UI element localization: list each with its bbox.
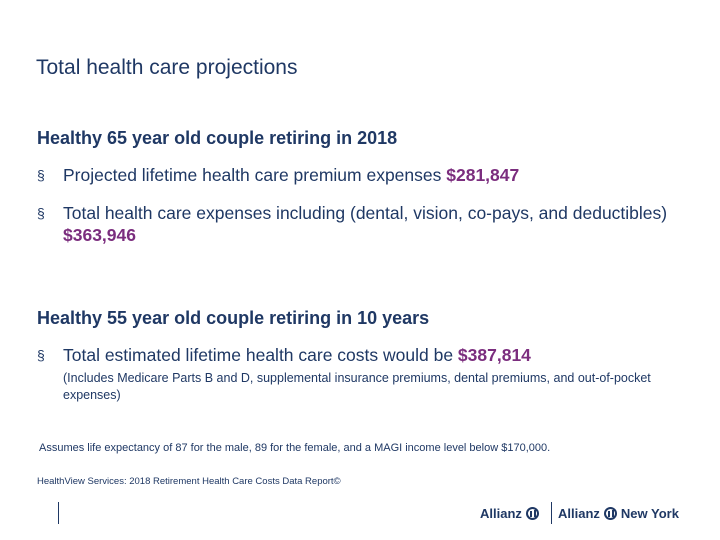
bullet-lifetime-costs: § Total estimated lifetime health care c… <box>37 344 687 366</box>
section-heading-65: Healthy 65 year old couple retiring in 2… <box>37 128 398 148</box>
bullet-total-expenses: § Total health care expenses including (… <box>37 202 687 246</box>
bullet-text: Projected lifetime health care premium e… <box>63 165 520 185</box>
slide-title: Total health care projections <box>36 56 298 79</box>
bullet-text: Total health care expenses including (de… <box>63 203 668 245</box>
bullet-text: Total estimated lifetime health care cos… <box>63 345 531 365</box>
amount-value: $363,946 <box>63 225 136 245</box>
bullet-marker: § <box>37 347 45 363</box>
bullet-marker: § <box>37 167 45 183</box>
section-heading-55: Healthy 55 year old couple retiring in 1… <box>37 308 430 328</box>
allianz-logo: Allianz <box>480 502 539 524</box>
bullet-premium-expenses: § Projected lifetime health care premium… <box>37 164 687 186</box>
assumption-footnote: Assumes life expectancy of 87 for the ma… <box>39 442 551 454</box>
amount-value: $281,847 <box>446 165 520 185</box>
allianz-eagle-icon <box>603 506 617 520</box>
source-citation: HealthView Services: 2018 Retirement Hea… <box>37 476 341 487</box>
logo-divider <box>551 502 552 524</box>
allianz-eagle-icon <box>525 506 539 520</box>
allianz-new-york-logo: Allianz New York <box>558 505 679 521</box>
footer-divider <box>58 502 59 524</box>
includes-note: (Includes Medicare Parts B and D, supple… <box>63 371 651 402</box>
bullet-marker: § <box>37 205 45 221</box>
amount-value: $387,814 <box>457 345 531 365</box>
